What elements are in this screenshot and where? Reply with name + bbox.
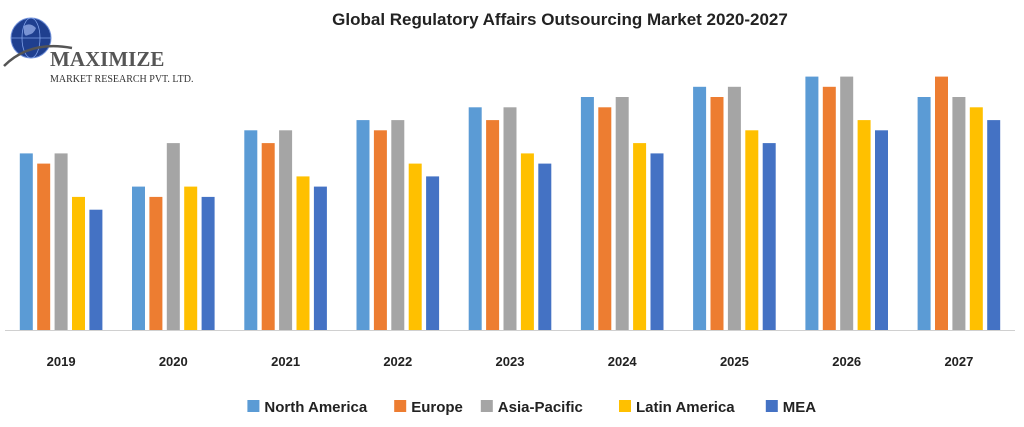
legend-label-latin-america: Latin America — [636, 399, 735, 416]
legend-item-latin-america: Latin America — [619, 399, 735, 416]
bar-north-america-2023 — [468, 107, 482, 330]
bar-asia-pacific-2022 — [391, 120, 405, 330]
bars-group — [19, 76, 1001, 330]
bar-latin-america-2024 — [633, 143, 647, 330]
legend-label-north-america: North America — [264, 399, 367, 416]
bar-latin-america-2022 — [408, 163, 422, 330]
bar-mea-2026 — [875, 130, 888, 330]
bar-asia-pacific-2021 — [279, 130, 293, 330]
logo-subtitle: MARKET RESEARCH PVT. LTD. — [50, 74, 193, 85]
x-tick-label: 2024 — [608, 354, 638, 369]
chart-title: Global Regulatory Affairs Outsourcing Ma… — [332, 10, 788, 29]
bar-north-america-2025 — [693, 86, 707, 330]
bar-mea-2024 — [650, 153, 664, 330]
x-tick-label: 2020 — [159, 354, 188, 369]
legend: North America Europe Asia-Pacific Latin Ame… — [247, 399, 816, 416]
bar-europe-2022 — [373, 130, 387, 330]
legend-item-europe: Europe — [394, 399, 463, 416]
x-axis-labels: 2019 2020 2021 2022 2023 2024 2025 2026 2027 — [47, 354, 974, 369]
bar-north-america-2024 — [580, 97, 594, 330]
legend-swatch-north-america — [247, 400, 260, 412]
bar-latin-america-2020 — [184, 186, 198, 330]
bar-mea-2023 — [538, 163, 552, 330]
company-logo: MAXIMIZE MARKET RESEARCH PVT. LTD. — [3, 17, 193, 85]
bar-mea-2021 — [313, 186, 327, 330]
bar-europe-2026 — [822, 86, 836, 330]
legend-item-north-america: North America — [247, 399, 368, 416]
x-tick-label: 2023 — [496, 354, 525, 369]
bar-europe-2024 — [598, 107, 612, 330]
bar-asia-pacific-2024 — [615, 97, 629, 330]
bar-mea-2027 — [987, 120, 1001, 330]
bar-mea-2022 — [426, 176, 440, 330]
bar-asia-pacific-2020 — [166, 143, 180, 330]
x-tick-label: 2021 — [271, 354, 300, 369]
legend-label-mea: MEA — [783, 399, 817, 416]
bar-asia-pacific-2019 — [54, 153, 68, 330]
globe-icon — [3, 17, 73, 67]
legend-swatch-mea — [765, 400, 778, 412]
x-tick-label: 2022 — [383, 354, 412, 369]
bar-latin-america-2023 — [520, 153, 534, 330]
bar-latin-america-2025 — [745, 130, 759, 330]
bar-europe-2027 — [935, 76, 948, 330]
bar-latin-america-2019 — [72, 196, 85, 330]
legend-item-asia-pacific: Asia-Pacific — [480, 399, 583, 416]
bar-mea-2025 — [762, 143, 776, 330]
bar-latin-america-2021 — [296, 176, 310, 330]
bar-north-america-2019 — [19, 153, 33, 330]
bar-europe-2021 — [261, 143, 275, 330]
legend-swatch-europe — [394, 400, 407, 412]
bar-europe-2020 — [149, 196, 163, 330]
bar-north-america-2027 — [917, 97, 931, 330]
x-tick-label: 2027 — [944, 354, 973, 369]
bar-asia-pacific-2027 — [952, 97, 966, 330]
bar-north-america-2026 — [805, 76, 819, 330]
legend-swatch-latin-america — [619, 400, 631, 412]
legend-item-mea: MEA — [765, 399, 817, 416]
bar-north-america-2020 — [132, 186, 145, 330]
bar-asia-pacific-2026 — [840, 76, 854, 330]
bar-north-america-2021 — [244, 130, 258, 330]
bar-mea-2019 — [89, 209, 103, 330]
bar-mea-2020 — [201, 196, 215, 330]
bar-asia-pacific-2025 — [727, 86, 741, 330]
x-tick-label: 2025 — [720, 354, 749, 369]
bar-europe-2019 — [37, 163, 51, 330]
x-tick-label: 2019 — [47, 354, 76, 369]
bar-latin-america-2027 — [969, 107, 983, 330]
bar-europe-2025 — [710, 97, 724, 330]
bar-north-america-2022 — [356, 120, 370, 330]
logo-name: MAXIMIZE — [50, 47, 164, 71]
legend-label-europe: Europe — [411, 399, 463, 416]
legend-swatch-asia-pacific — [480, 400, 493, 412]
legend-label-asia-pacific: Asia-Pacific — [498, 399, 583, 416]
x-tick-label: 2026 — [832, 354, 861, 369]
bar-asia-pacific-2023 — [503, 107, 517, 330]
bar-latin-america-2026 — [857, 120, 871, 330]
bar-europe-2023 — [486, 120, 500, 330]
